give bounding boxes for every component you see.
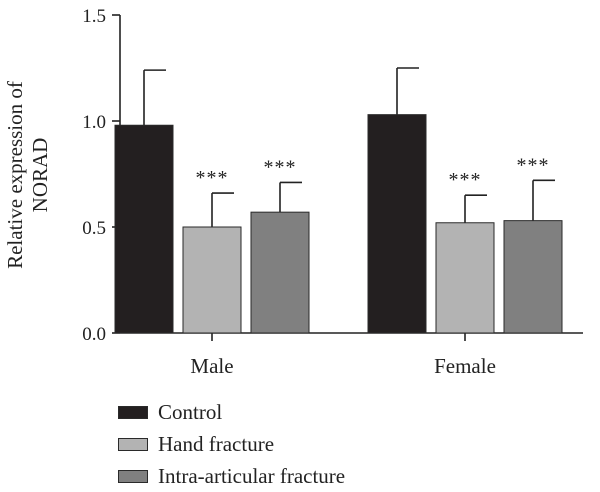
y-axis-title: Relative expression of NORAD bbox=[3, 81, 52, 269]
legend-item-intra-articular-fracture: Intra-articular fracture bbox=[118, 460, 345, 492]
bar bbox=[182, 226, 242, 334]
legend: Control Hand fracture Intra-articular fr… bbox=[118, 396, 345, 492]
y-tick-label: 0.5 bbox=[82, 218, 106, 239]
y-axis-title-line-1: Relative expression of bbox=[3, 81, 27, 269]
bar bbox=[250, 211, 310, 334]
x-category-label: Male bbox=[190, 354, 233, 378]
legend-swatch-intra-articular-fracture bbox=[118, 469, 148, 483]
x-category-label: Female bbox=[434, 354, 496, 378]
significance-label: *** bbox=[196, 167, 229, 189]
significance-label: *** bbox=[449, 169, 482, 191]
legend-swatch-control bbox=[118, 405, 148, 419]
legend-label-control: Control bbox=[158, 399, 223, 424]
bar bbox=[114, 124, 174, 334]
y-tick-label: 0.0 bbox=[82, 324, 106, 345]
legend-label-hand-fracture: Hand fracture bbox=[158, 431, 275, 456]
y-tick-label: 1.0 bbox=[82, 112, 106, 133]
y-tick-label: 1.5 bbox=[82, 6, 106, 27]
bar bbox=[435, 222, 495, 334]
bar-chart: Relative expression of NORAD 0.0 0.5 1.0 1.… bbox=[3, 6, 583, 378]
labels-group: Male *** *** Female *** *** bbox=[190, 154, 550, 378]
bar bbox=[367, 114, 427, 334]
legend-label-intra-articular-fracture: Intra-articular fracture bbox=[158, 463, 346, 488]
bar bbox=[503, 220, 563, 334]
bars-group bbox=[114, 67, 563, 334]
legend-item-control: Control bbox=[118, 396, 345, 428]
significance-label: *** bbox=[264, 156, 297, 178]
legend-item-hand-fracture: Hand fracture bbox=[118, 428, 345, 460]
legend-swatch-hand-fracture bbox=[118, 437, 148, 451]
y-axis-title-line-2: NORAD bbox=[28, 138, 52, 213]
significance-label: *** bbox=[517, 154, 550, 176]
